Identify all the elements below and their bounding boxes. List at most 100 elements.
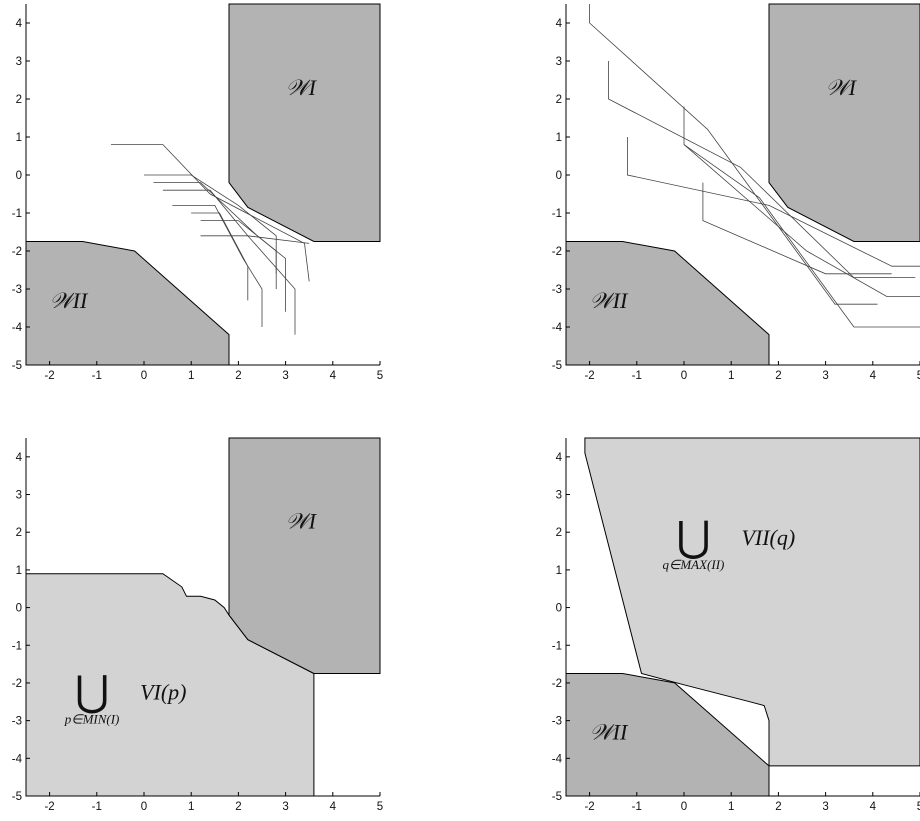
y-tick-label: 3 bbox=[556, 490, 562, 502]
y-tick-label: -1 bbox=[552, 208, 562, 220]
y-tick-label: -5 bbox=[12, 360, 22, 372]
y-tick-label: 0 bbox=[16, 603, 22, 615]
x-tick-label: 3 bbox=[822, 370, 828, 382]
label-w-one: 𝒲I bbox=[286, 75, 318, 100]
x-tick-label: 4 bbox=[330, 801, 337, 813]
trajectory-line bbox=[172, 205, 263, 327]
x-tick-label: 2 bbox=[235, 801, 241, 813]
x-tick-label: 4 bbox=[870, 370, 877, 382]
y-tick-label: 1 bbox=[16, 565, 22, 577]
y-tick-label: 2 bbox=[556, 527, 562, 539]
y-tick-label: 2 bbox=[556, 94, 562, 106]
y-tick-label: -5 bbox=[12, 791, 22, 803]
x-tick-label: -2 bbox=[584, 801, 594, 813]
region-v-two-union bbox=[584, 437, 920, 767]
union-term: VI(p) bbox=[140, 680, 186, 705]
y-tick-label: -5 bbox=[552, 360, 562, 372]
label-w-one: 𝒲I bbox=[286, 508, 318, 533]
region-w-one bbox=[228, 3, 381, 242]
label-union-v-one: ⋃p∈MIN(I) VI(p) bbox=[64, 670, 187, 727]
y-tick-label: 0 bbox=[16, 170, 22, 182]
y-tick-label: 3 bbox=[556, 56, 562, 68]
panel-bottom-right: -2 -1 0 1 2 3 4 5 4 3 2 1 0 -1 -2 -3 -4 -5 𝒲II ⋃q∈MAX(II) VI… bbox=[552, 437, 920, 813]
y-tick-label: 4 bbox=[16, 452, 23, 464]
x-tick-label: -1 bbox=[632, 801, 642, 813]
trajectory-line bbox=[111, 144, 310, 282]
axes: -2 -1 0 1 2 3 4 5 4 3 2 1 0 -1 -2 -3 -4 -5 bbox=[552, 4, 920, 382]
x-tick-label: 3 bbox=[822, 801, 828, 813]
trajectory-line bbox=[200, 220, 277, 274]
y-tick-label: -2 bbox=[12, 246, 22, 258]
union-term: VII(q) bbox=[741, 525, 795, 550]
x-tick-label: 2 bbox=[235, 370, 241, 382]
panel-top-right: -2 -1 0 1 2 3 4 5 4 3 2 1 0 -1 -2 -3 -4 -5 𝒲I 𝒲II bbox=[552, 3, 920, 382]
y-tick-label: -3 bbox=[552, 716, 562, 728]
panel-top-left: -2 -1 0 1 2 3 4 5 4 3 2 1 0 -1 -2 -3 -4 -5 𝒲I 𝒲II bbox=[12, 3, 383, 382]
x-tick-label: 5 bbox=[917, 370, 920, 382]
y-tick-label: -4 bbox=[12, 753, 23, 765]
union-symbol: ⋃ bbox=[75, 670, 109, 716]
x-tick-label: 3 bbox=[282, 370, 288, 382]
label-w-two: 𝒲II bbox=[590, 719, 629, 744]
x-tick-label: 0 bbox=[681, 370, 687, 382]
union-subscript: p∈MIN(I) bbox=[64, 712, 120, 727]
label-w-two: 𝒲II bbox=[50, 288, 89, 313]
trajectory-line bbox=[589, 4, 878, 305]
y-tick-label: 0 bbox=[556, 170, 562, 182]
panel-bottom-left: -2 -1 0 1 2 3 4 5 4 3 2 1 0 -1 -2 -3 -4 -5 𝒲I ⋃p∈MIN(I) VI(p… bbox=[12, 437, 383, 813]
axes: -2 -1 0 1 2 3 4 5 4 3 2 1 0 -1 -2 -3 -4 -5 bbox=[12, 438, 383, 813]
x-tick-label: 1 bbox=[188, 370, 194, 382]
trajectory-line bbox=[702, 182, 892, 275]
y-tick-label: -5 bbox=[552, 791, 562, 803]
x-tick-label: 3 bbox=[282, 801, 288, 813]
x-tick-label: -1 bbox=[92, 801, 102, 813]
x-tick-label: -1 bbox=[632, 370, 642, 382]
y-tick-label: 0 bbox=[556, 603, 562, 615]
trajectory-line bbox=[191, 212, 249, 301]
y-tick-label: -1 bbox=[552, 640, 562, 652]
x-tick-label: 4 bbox=[870, 801, 877, 813]
trajectory-line bbox=[683, 144, 920, 328]
region-w-one bbox=[768, 3, 920, 242]
x-tick-label: 1 bbox=[188, 801, 194, 813]
y-tick-label: 1 bbox=[556, 132, 562, 144]
x-tick-label: 2 bbox=[775, 370, 781, 382]
label-w-two: 𝒲II bbox=[590, 288, 629, 313]
y-tick-label: 2 bbox=[16, 94, 22, 106]
trajectory-line bbox=[608, 61, 916, 278]
trajectory-line bbox=[683, 106, 920, 297]
y-tick-label: 4 bbox=[556, 18, 563, 30]
y-tick-label: -2 bbox=[552, 678, 562, 690]
x-tick-label: -1 bbox=[92, 370, 102, 382]
y-tick-label: 4 bbox=[556, 452, 563, 464]
trajectory-line bbox=[200, 235, 310, 244]
trajectory-line bbox=[627, 137, 920, 267]
x-tick-label: 1 bbox=[728, 801, 734, 813]
x-tick-label: 5 bbox=[377, 801, 383, 813]
y-tick-label: -4 bbox=[552, 322, 563, 334]
y-tick-label: 4 bbox=[16, 18, 23, 30]
y-tick-label: -3 bbox=[12, 716, 22, 728]
y-tick-label: -4 bbox=[552, 753, 563, 765]
y-tick-label: -3 bbox=[12, 284, 22, 296]
y-tick-label: -4 bbox=[12, 322, 23, 334]
label-w-one: 𝒲I bbox=[826, 75, 858, 100]
x-tick-label: 0 bbox=[141, 370, 147, 382]
y-tick-label: 2 bbox=[16, 527, 22, 539]
x-tick-label: 4 bbox=[330, 370, 337, 382]
x-tick-label: 5 bbox=[917, 801, 920, 813]
y-tick-label: -2 bbox=[12, 678, 22, 690]
y-tick-label: 3 bbox=[16, 490, 22, 502]
x-tick-label: 1 bbox=[728, 370, 734, 382]
region-w-one bbox=[228, 437, 381, 674]
y-tick-label: -1 bbox=[12, 208, 22, 220]
x-tick-label: 5 bbox=[377, 370, 383, 382]
axes: -2 -1 0 1 2 3 4 5 4 3 2 1 0 -1 -2 -3 -4 -5 bbox=[552, 438, 920, 813]
union-subscript: q∈MAX(II) bbox=[663, 557, 725, 572]
label-union-v-two: ⋃q∈MAX(II) VII(q) bbox=[663, 515, 796, 572]
y-tick-label: 1 bbox=[556, 565, 562, 577]
y-tick-label: -3 bbox=[552, 284, 562, 296]
x-tick-label: -2 bbox=[584, 370, 594, 382]
x-tick-label: 0 bbox=[681, 801, 687, 813]
